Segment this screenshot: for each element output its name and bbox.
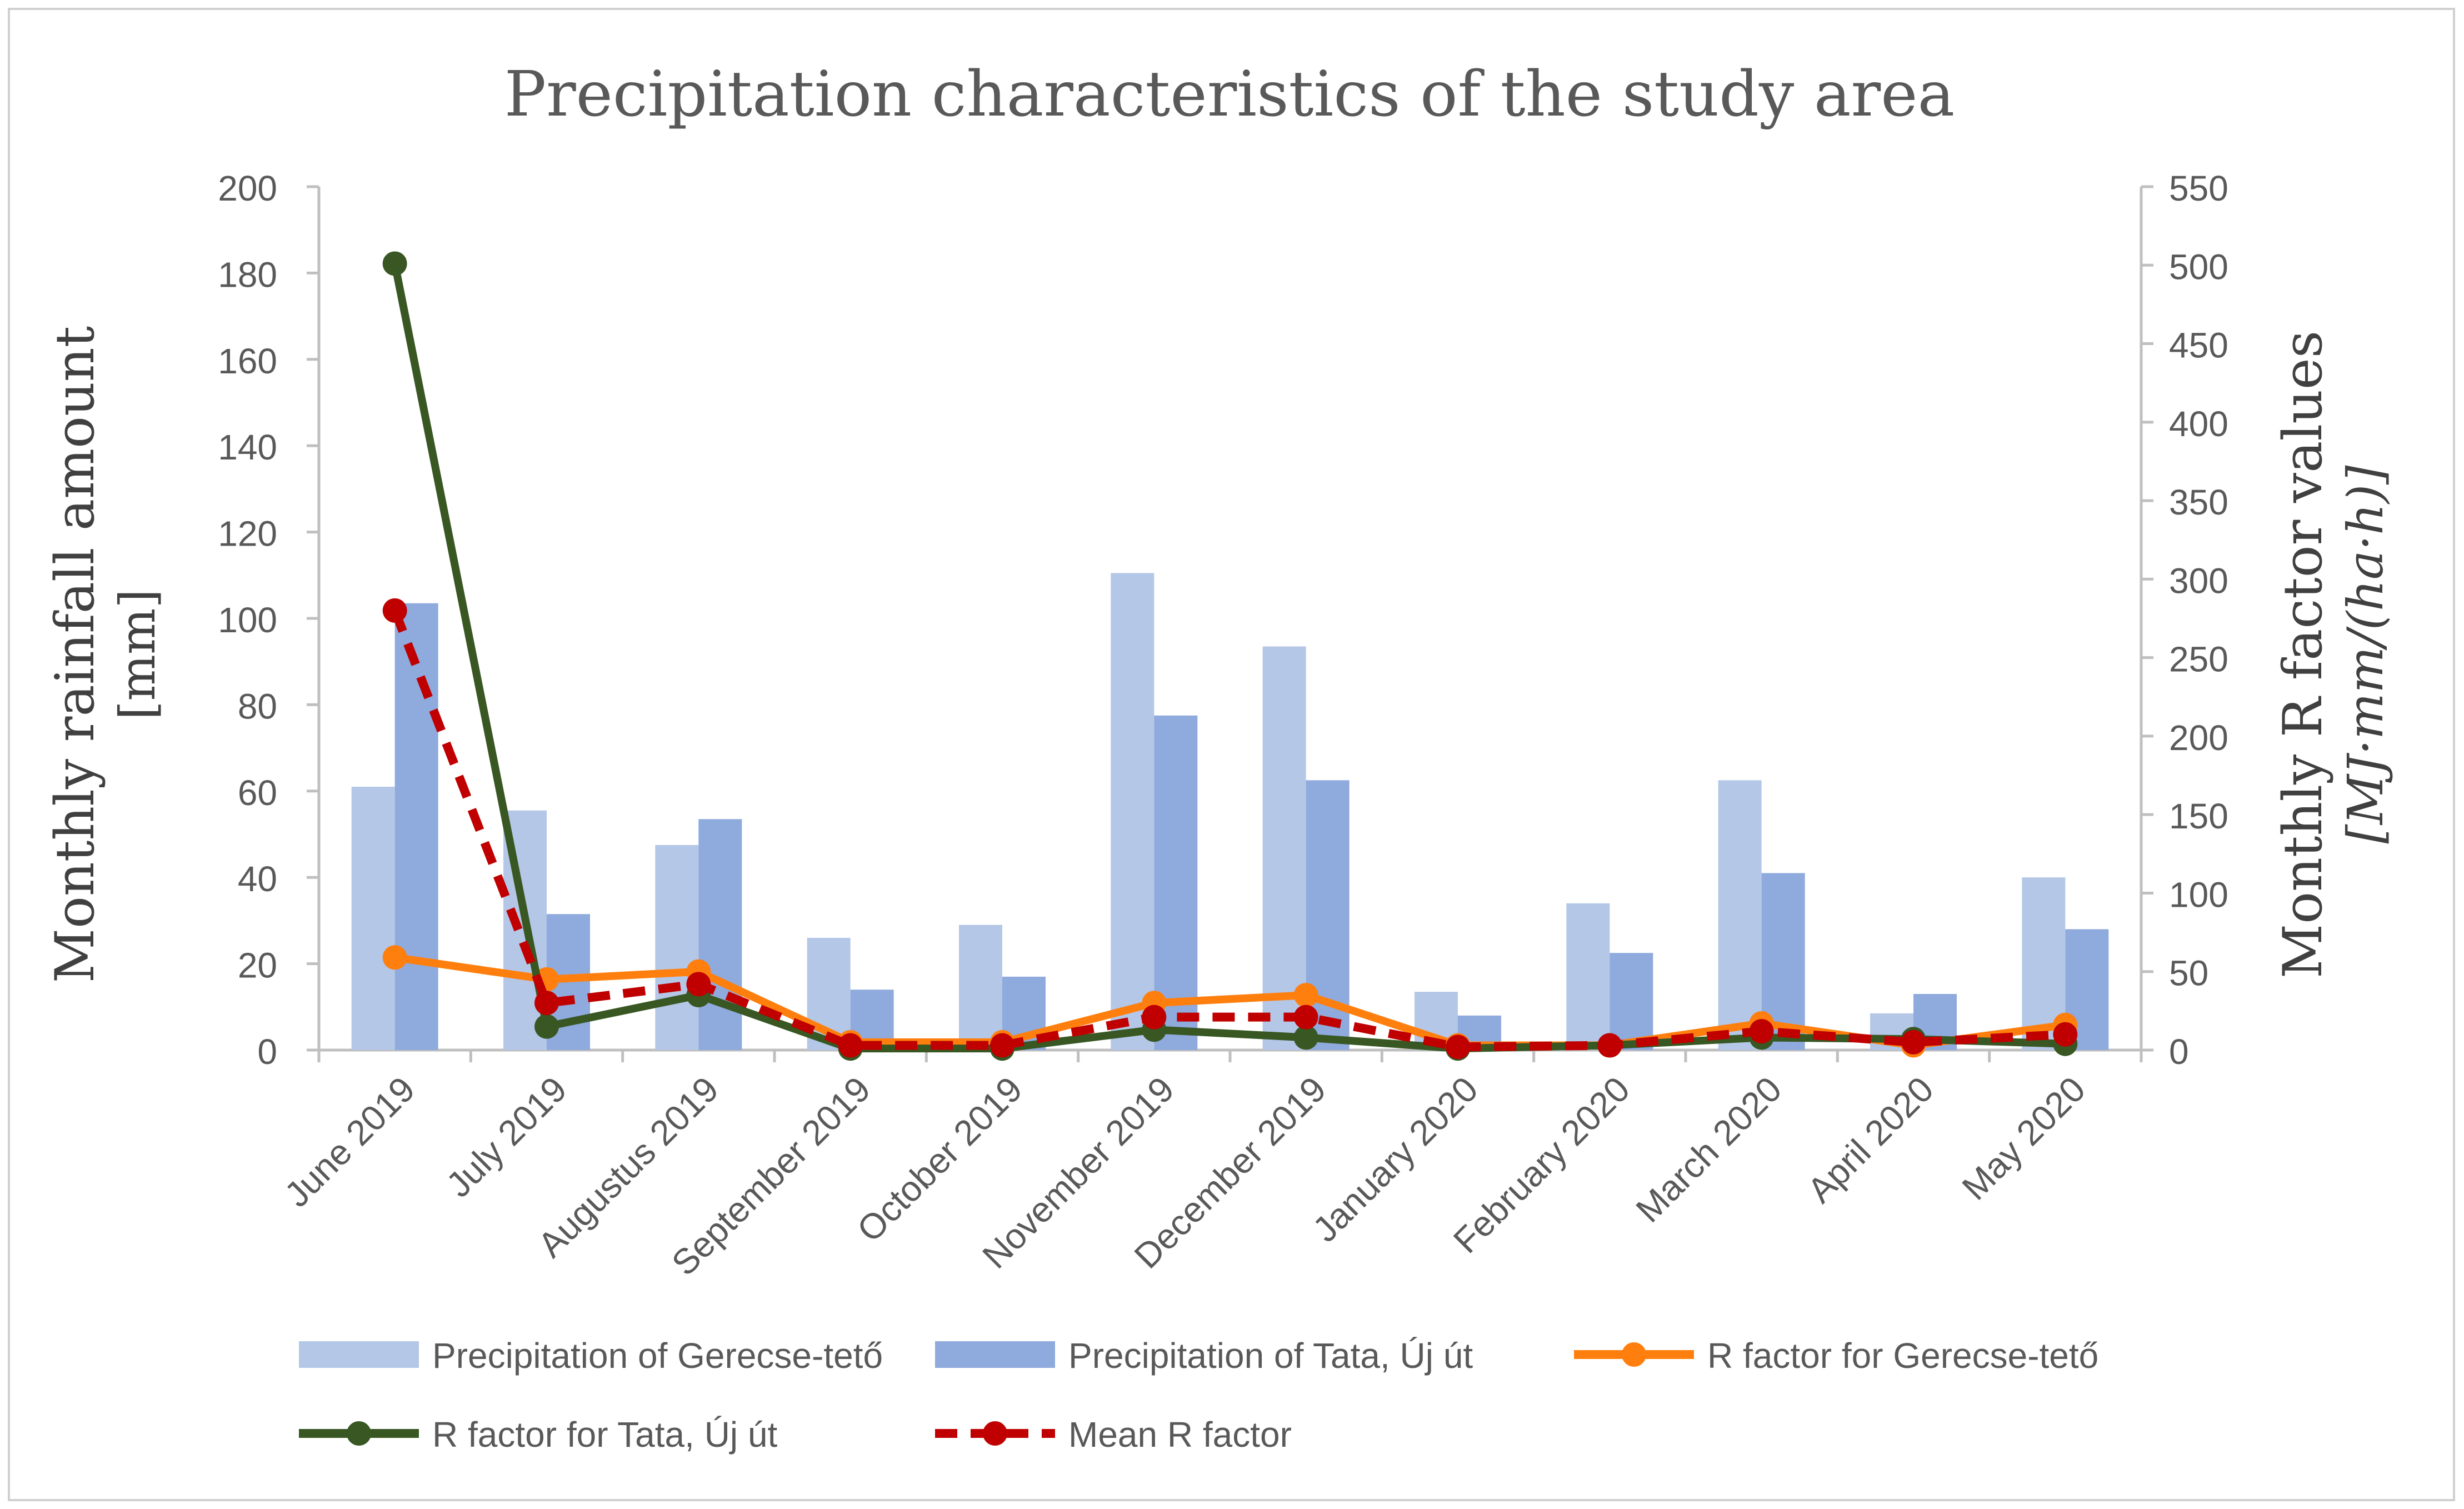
y-axis-label: Monthly rainfall amount [44,326,106,983]
y-tick-label: 140 [218,427,277,467]
chart-title: Precipitation characteristics of the stu… [504,58,1955,131]
mean-r-factor-point [1446,1035,1470,1060]
y2-tick-label: 100 [2169,875,2228,915]
mean-r-factor-point [990,1033,1014,1058]
r-factor-tata-point [1293,1025,1318,1050]
y2-tick-label: 350 [2169,482,2228,522]
bar-gerecse [655,845,699,1050]
bar-gerecse [1262,646,1306,1050]
y2-tick-label: 150 [2169,796,2228,836]
bar-tata [394,603,438,1050]
y-axis-unit: [mm] [109,589,166,720]
y2-tick-label: 50 [2169,953,2208,993]
mean-r-factor-point [838,1033,863,1058]
y2-tick-label: 300 [2169,561,2228,601]
y2-tick-label: 400 [2169,404,2228,444]
y2-axis-label: Monthly R factor values [2272,331,2334,978]
y2-tick-label: 550 [2169,168,2228,208]
legend-marker-r-factor-tata [347,1421,371,1446]
mean-r-factor-point [534,991,559,1016]
mean-r-factor-point [382,598,407,623]
legend-label: Mean R factor [1068,1415,1292,1455]
y-tick-label: 80 [238,686,277,726]
r-factor-tata-point [382,251,407,276]
r-factor-gerecse-point [1293,983,1318,1008]
x-tick-label: April 2020 [1800,1069,1941,1211]
bar-gerecse [1566,903,1610,1050]
y-tick-label: 40 [238,859,277,899]
legend: Precipitation of Gerecse-tető Precipitati… [299,1336,2098,1455]
y2-axis-unit: [MJ·mm/(ha·h)] [2337,465,2394,844]
legend-marker-r-factor-gerecse [1622,1342,1646,1367]
r-factor-gerecse-point [382,945,407,970]
y2-tick-label: 450 [2169,326,2228,366]
mean-r-factor-point [1749,1019,1774,1044]
x-tick-label: July 2019 [438,1069,574,1205]
bar-tata [1610,953,1653,1050]
bar-gerecse [1111,573,1154,1050]
y-tick-label: 160 [218,341,277,381]
chart-canvas: Precipitation characteristics of the stu… [44,58,2394,1455]
y-tick-label: 20 [238,946,277,986]
legend-swatch-gerecse-precip [299,1341,419,1368]
x-tick-label: June 2019 [277,1069,422,1215]
y2-tick-label: 500 [2169,247,2228,287]
y-tick-label: 0 [257,1032,277,1072]
y-tick-label: 200 [218,168,277,208]
mean-r-factor-point [686,972,711,997]
bar-gerecse [959,925,1002,1050]
y-tick-label: 180 [218,254,277,294]
mean-r-factor-point [1597,1033,1622,1058]
r-factor-gerecse-line [394,953,2066,1050]
mean-r-factor-point [1293,1005,1318,1030]
legend-marker-mean-r-factor [983,1421,1007,1446]
r-factor-tata-point [534,1014,559,1039]
y-axis-left-title: Monthly rainfall amount [mm] [44,326,166,983]
legend-label: R factor for Gerecse-tető [1707,1336,2098,1376]
bar-tata [698,819,742,1050]
y2-tick-label: 0 [2169,1032,2189,1072]
y2-tick-label: 250 [2169,639,2228,679]
y-tick-label: 120 [218,514,277,554]
mean-r-factor-line [391,608,2066,1052]
legend-swatch-tata-precip [935,1341,1055,1368]
bar-gerecse [351,787,395,1050]
x-tick-label: May 2020 [1955,1069,2093,1208]
y-axis-right-title: Monthly R factor values [MJ·mm/(ha·h)] [2272,331,2394,978]
plot-area: 0 20 40 60 80 100 120 140 160 180 200 0 50 100 150 200 2… [218,168,2228,1283]
mean-r-factor-point [2053,1022,2078,1047]
legend-label: Precipitation of Gerecse-tető [432,1336,883,1376]
x-tick-label: March 2020 [1628,1069,1790,1230]
r-factor-tata-line [391,263,2066,1053]
legend-label: R factor for Tata, Új út [432,1415,778,1455]
y2-tick-label: 200 [2169,718,2228,758]
y-tick-label: 60 [238,773,277,813]
chart-frame: Precipitation characteristics of the stu… [8,8,2455,1501]
bar-gerecse [1718,780,1762,1050]
y-tick-label: 100 [218,600,277,640]
mean-r-factor-point [1901,1030,1926,1055]
mean-r-factor-point [1142,1005,1167,1030]
legend-label: Precipitation of Tata, Új út [1068,1336,1473,1376]
